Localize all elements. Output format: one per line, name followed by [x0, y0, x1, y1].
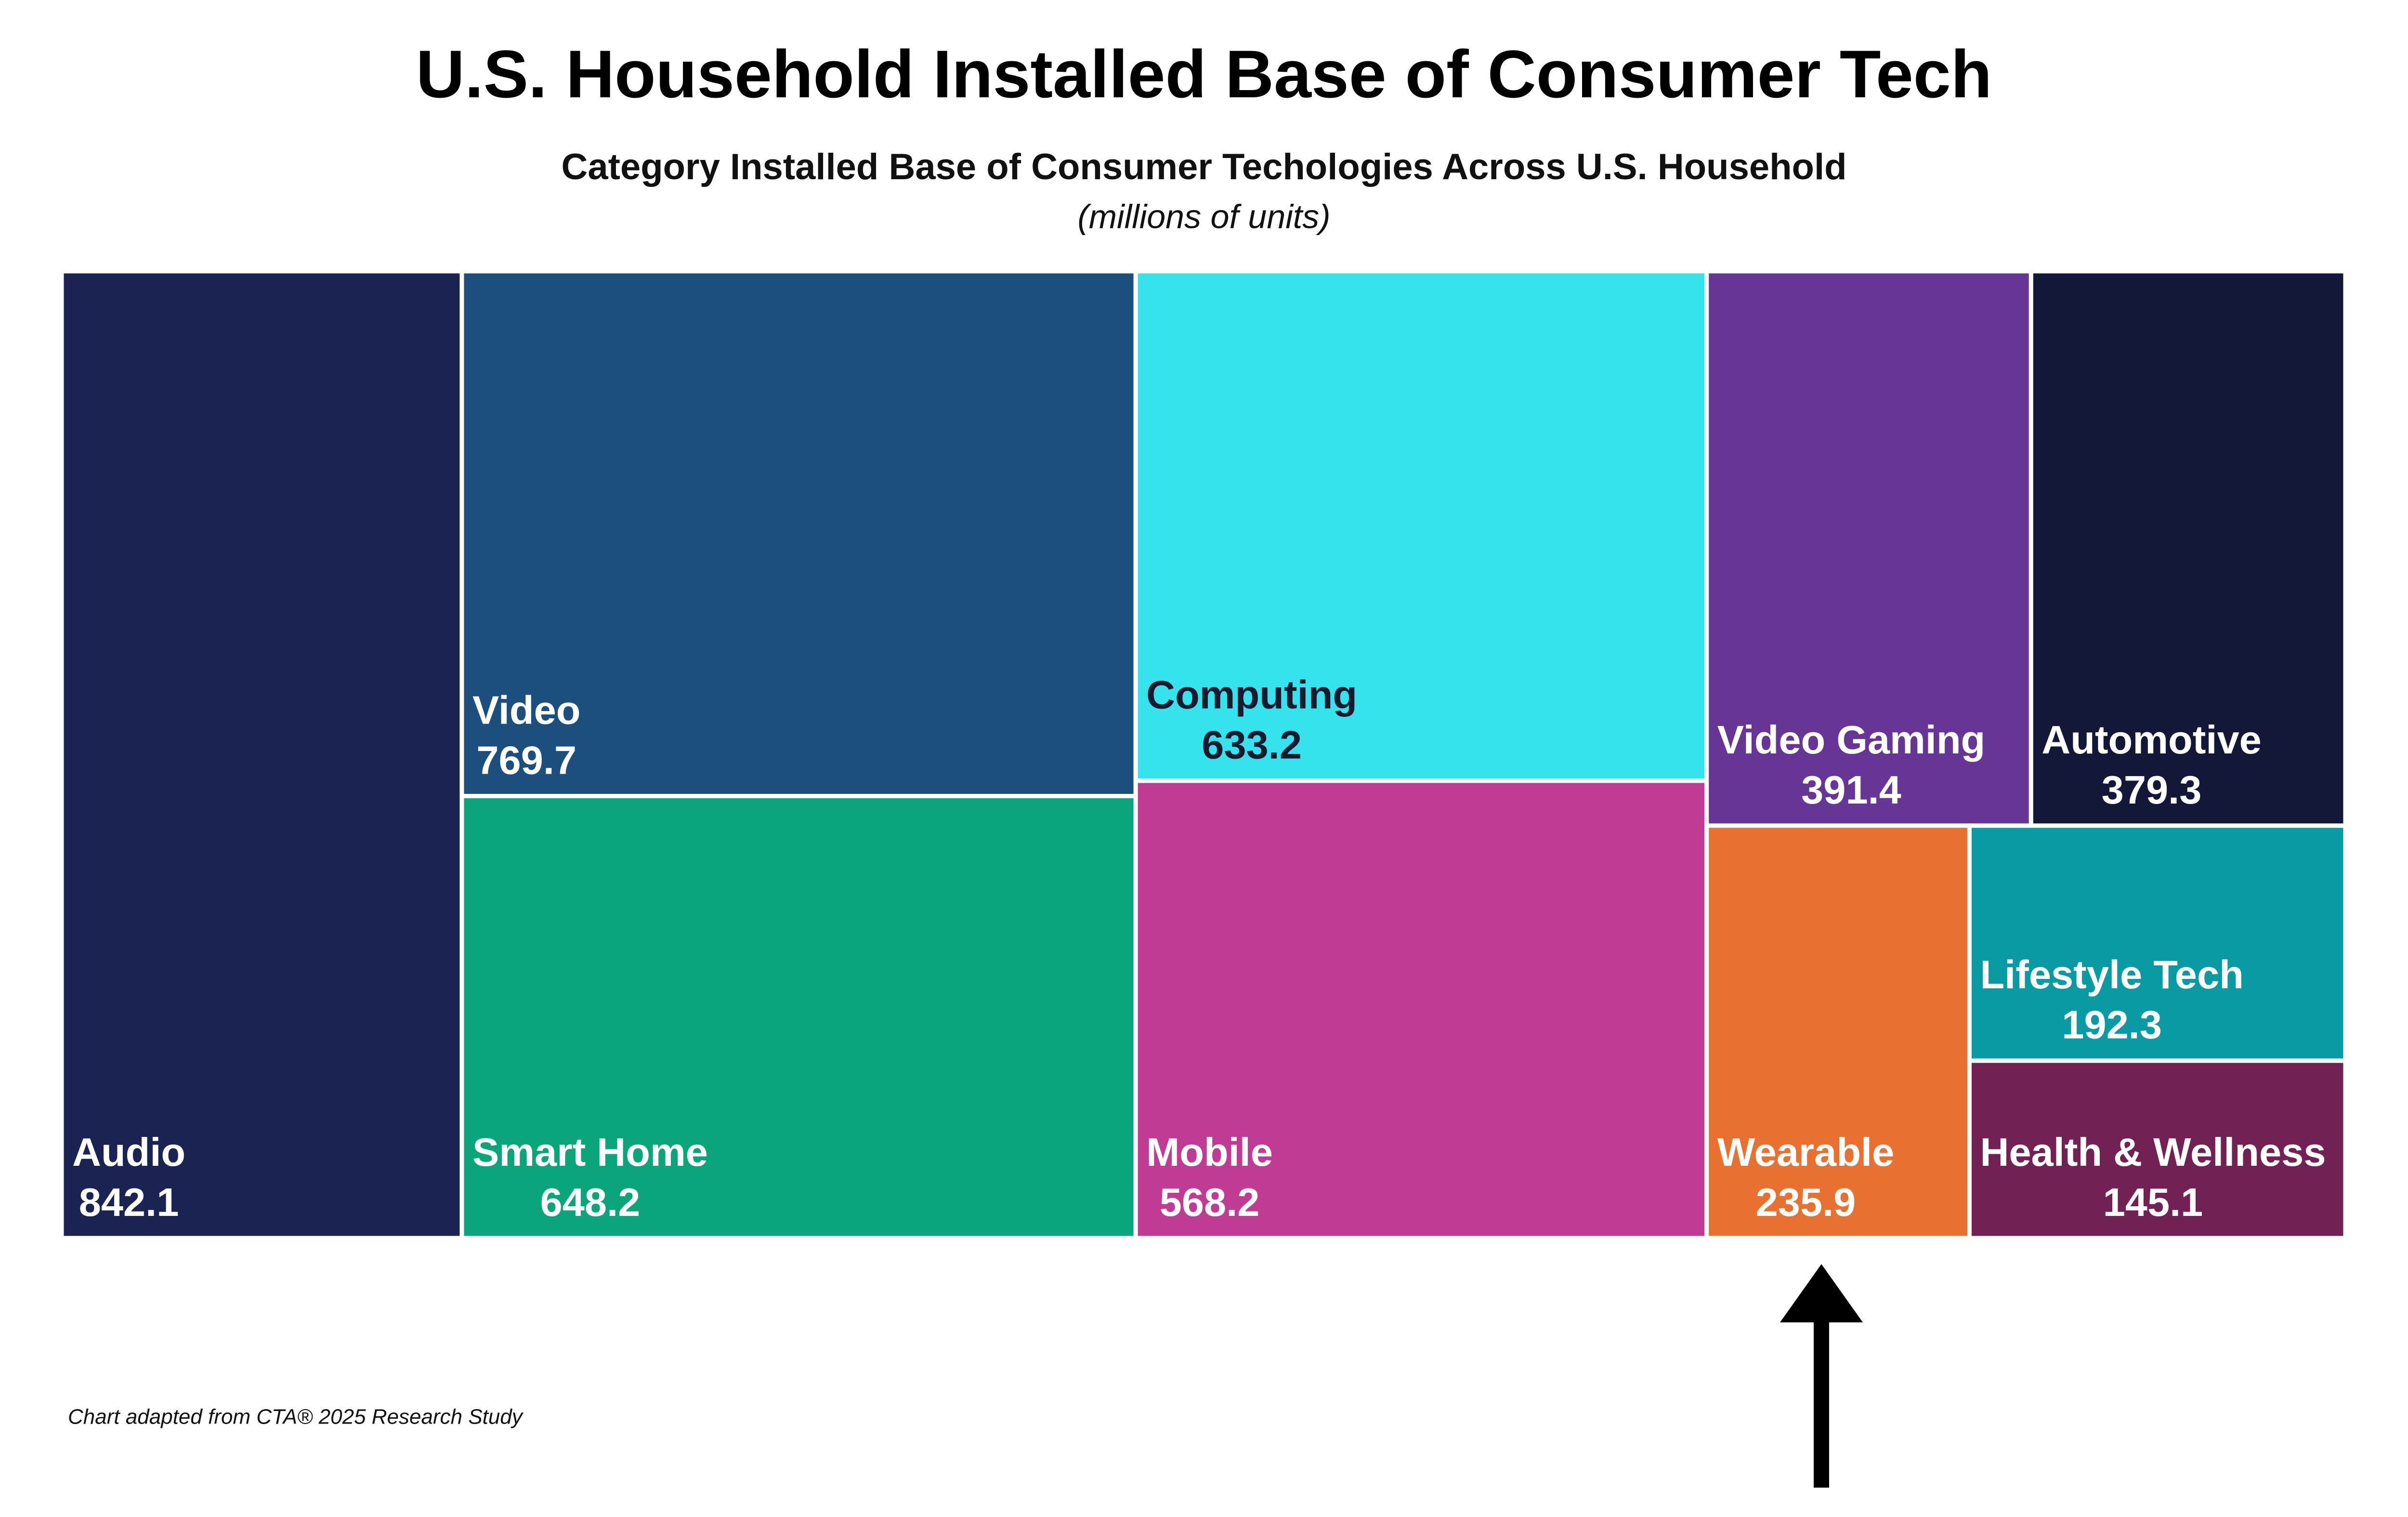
cell-name: Smart Home — [472, 1130, 708, 1174]
cell: Wearable 235.9 — [1704, 823, 1972, 1240]
cell-rect — [459, 269, 1138, 798]
arrow — [1780, 1264, 1863, 1488]
cell: Lifestyle Tech 192.3 — [1967, 823, 2348, 1063]
cell: Audio 842.1 — [59, 269, 464, 1240]
cell-value: 192.3 — [2062, 1003, 2162, 1047]
cell-name: Wearable — [1717, 1130, 1895, 1174]
chart-title: U.S. Household Installed Base of Consume… — [416, 36, 1992, 112]
cell-rect — [1133, 269, 1709, 783]
cell-name: Mobile — [1146, 1130, 1273, 1174]
cell-value: 235.9 — [1756, 1180, 1856, 1225]
arrow-shaft — [1814, 1315, 1829, 1488]
cell-value: 769.7 — [476, 738, 576, 782]
cell-name: Automotive — [2042, 717, 2262, 762]
cell-value: 648.2 — [540, 1180, 641, 1225]
cell-value: 391.4 — [1801, 767, 1901, 812]
cell: Computing 633.2 — [1133, 269, 1709, 783]
chart-subtitle: Category Installed Base of Consumer Tech… — [561, 146, 1846, 187]
footnote: Chart adapted from CTA® 2025 Research St… — [68, 1405, 524, 1429]
cell: Video 769.7 — [459, 269, 1138, 798]
cell-name: Video Gaming — [1717, 717, 1986, 762]
cell-rect — [459, 793, 1138, 1240]
cell-name: Health & Wellness — [1980, 1130, 2326, 1174]
cell-name: Lifestyle Tech — [1980, 952, 2243, 997]
cell: Automotive 379.3 — [2028, 269, 2348, 828]
cell-rect — [59, 269, 464, 1240]
cell-name: Audio — [72, 1130, 185, 1174]
cell: Video Gaming 391.4 — [1704, 269, 2033, 828]
units-label: (millions of units) — [1077, 198, 1330, 235]
cell: Mobile 568.2 — [1133, 778, 1709, 1240]
arrow-head — [1780, 1264, 1863, 1322]
treemap: Audio 842.1 Video 769.7 Smart Home 648.2 Compu… — [59, 269, 2348, 1240]
cell-value: 379.3 — [2102, 767, 2202, 812]
cell-name: Computing — [1146, 673, 1357, 717]
cell-rect — [1967, 1058, 2348, 1240]
cell-rect — [1704, 269, 2033, 828]
cell-value: 633.2 — [1202, 723, 1302, 767]
cell: Health & Wellness 145.1 — [1967, 1058, 2348, 1240]
cell: Smart Home 648.2 — [459, 793, 1138, 1240]
cell-value: 145.1 — [2103, 1180, 2203, 1225]
cell-name: Video — [472, 687, 580, 732]
cell-rect — [1133, 778, 1709, 1240]
cell-rect — [2028, 269, 2348, 828]
cell-value: 842.1 — [79, 1180, 179, 1225]
cell-value: 568.2 — [1160, 1180, 1260, 1225]
cell-rect — [1704, 823, 1972, 1240]
